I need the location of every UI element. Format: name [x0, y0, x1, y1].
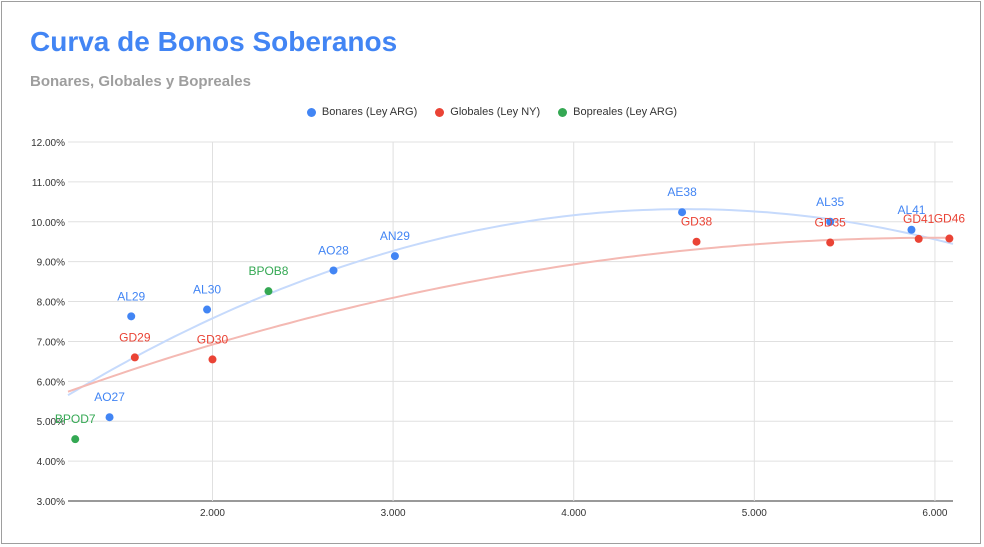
y-tick-label: 3.00% [37, 497, 65, 508]
data-label-ao27: AO27 [94, 390, 125, 404]
data-point-ao28 [329, 266, 338, 275]
data-point-al41 [907, 225, 916, 234]
chart-subtitle: Bonares, Globales y Bopreales [30, 73, 251, 90]
trendline-series-1 [67, 236, 954, 393]
data-point-gd38 [692, 237, 701, 246]
x-tick-label: 4.000 [561, 508, 586, 519]
x-tick-label: 5.000 [742, 508, 767, 519]
data-label-gd35: GD35 [815, 216, 847, 230]
data-label-ae38: AE38 [667, 185, 697, 199]
data-point-gd30 [208, 355, 217, 364]
data-point-al35 [826, 217, 835, 226]
data-label-bpod7: BPOD7 [55, 412, 96, 426]
legend-label-bonares: Bonares (Ley ARG) [321, 106, 418, 118]
trendline-series-0 [67, 208, 954, 397]
y-tick-label: 8.00% [37, 298, 65, 309]
legend-item-bopreales[interactable]: Bopreales (Ley ARG) [558, 106, 677, 118]
data-point-ae38 [678, 208, 687, 217]
legend-label-bopreales: Bopreales (Ley ARG) [573, 106, 678, 118]
data-point-gd41 [914, 234, 923, 243]
x-tick-label: 6.000 [922, 508, 947, 519]
legend-label-globales: Globales (Ley NY) [450, 106, 541, 118]
data-point-gd29 [130, 353, 139, 362]
data-point-ao27 [105, 413, 114, 422]
data-label-an29: AN29 [380, 229, 410, 243]
y-tick-label: 9.00% [37, 258, 65, 269]
data-label-gd29: GD29 [119, 330, 151, 344]
y-tick-label: 4.00% [37, 457, 65, 468]
y-tick-label: 6.00% [37, 377, 65, 388]
data-point-al29 [127, 312, 136, 321]
data-point-al30 [203, 305, 212, 314]
legend-swatch-bonares [306, 107, 316, 117]
data-label-gd41: GD41 [903, 212, 935, 226]
data-point-bpod7 [71, 435, 80, 444]
data-point-an29 [390, 252, 399, 261]
data-label-gd46: GD46 [934, 212, 966, 226]
legend-item-bonares[interactable]: Bonares (Ley ARG) [306, 106, 418, 118]
legend-swatch-globales [435, 107, 445, 117]
data-label-al29: AL29 [117, 289, 145, 303]
x-tick-label: 2.000 [200, 508, 225, 519]
x-tick-label: 3.000 [381, 508, 406, 519]
data-label-gd30: GD30 [197, 332, 229, 346]
chart-legend: Bonares (Ley ARG) Globales (Ley NY) Bopr… [0, 106, 984, 118]
data-point-bpob8 [264, 287, 273, 296]
data-point-gd46 [945, 234, 954, 243]
y-tick-label: 12.00% [31, 138, 65, 149]
y-tick-label: 7.00% [37, 337, 65, 348]
data-label-al35: AL35 [816, 195, 844, 209]
data-label-al30: AL30 [193, 283, 221, 297]
data-label-al41: AL41 [897, 203, 925, 217]
legend-item-globales[interactable]: Globales (Ley NY) [435, 106, 540, 118]
y-tick-label: 10.00% [31, 218, 65, 229]
data-point-gd35 [826, 238, 835, 247]
y-tick-label: 11.00% [32, 178, 65, 189]
data-label-gd38: GD38 [681, 215, 713, 229]
chart-title: Curva de Bonos Soberanos [30, 26, 398, 57]
legend-swatch-bopreales [558, 107, 568, 117]
data-label-bpob8: BPOB8 [248, 264, 288, 278]
y-tick-label: 5.00% [37, 417, 65, 428]
data-label-ao28: AO28 [318, 243, 349, 257]
